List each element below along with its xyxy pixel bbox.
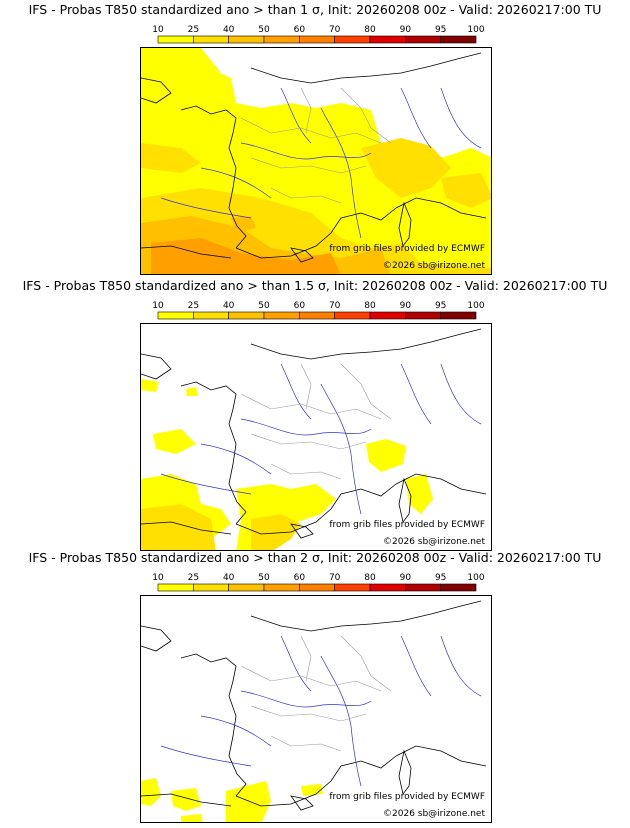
scale-tick-label: 100 [467, 25, 484, 35]
scale-tick-label: 40 [223, 301, 235, 311]
scale-tick-label: 60 [294, 25, 306, 35]
copyright-note: ©2026 sb@irizone.net [383, 261, 485, 271]
scale-tick-label: 90 [400, 573, 412, 583]
scale-swatch [263, 311, 300, 320]
color-scale-bar: 10 25 40 50 60 70 80 90 95 100 [152, 25, 485, 44]
scale-tick-label: 50 [258, 301, 270, 311]
scale-tick-label: 95 [435, 573, 446, 583]
scale-tick-label: 70 [329, 573, 341, 583]
probability-map: from grib files provided by ECMWF ©2026 … [140, 595, 492, 823]
scale-swatch [405, 311, 441, 320]
scale-swatch [193, 311, 229, 320]
scale-swatch [334, 35, 371, 44]
scale-tick-label: 40 [223, 573, 235, 583]
scale-swatch [440, 583, 477, 592]
scale-tick-label: 100 [467, 301, 484, 311]
map-drawing [141, 600, 487, 822]
panel-title: IFS - Probas T850 standardized ano > tha… [28, 2, 602, 17]
map-panel-3: IFS - Probas T850 standardized ano > tha… [0, 548, 630, 824]
map-drawing [141, 328, 487, 550]
scale-tick-label: 40 [223, 25, 235, 35]
data-source-note: from grib files provided by ECMWF [329, 520, 485, 530]
scale-tick-label: 90 [400, 25, 412, 35]
scale-swatch [193, 583, 229, 592]
scale-swatch [157, 35, 194, 44]
scale-swatch [440, 35, 477, 44]
scale-tick-label: 95 [435, 301, 446, 311]
scale-tick-label: 25 [188, 301, 199, 311]
scale-tick-label: 60 [294, 573, 306, 583]
scale-swatch [334, 311, 371, 320]
rivers [160, 87, 482, 239]
scale-swatch [369, 35, 406, 44]
scale-tick-label: 80 [364, 573, 376, 583]
color-scale-bar: 10 25 40 50 60 70 80 90 95 100 [152, 573, 485, 592]
probability-shading-low [141, 778, 323, 822]
probability-shading-high [141, 48, 491, 274]
scale-swatch [228, 583, 265, 592]
panel-title: IFS - Probas T850 standardized ano > tha… [22, 278, 608, 293]
scale-swatch [299, 311, 335, 320]
scale-tick-label: 25 [188, 573, 199, 583]
scale-tick-label: 10 [152, 25, 164, 35]
scale-tick-label: 10 [152, 301, 164, 311]
scale-swatch [369, 311, 406, 320]
scale-tick-label: 10 [152, 573, 164, 583]
scale-tick-label: 60 [294, 301, 306, 311]
data-source-note: from grib files provided by ECMWF [329, 792, 485, 802]
data-source-note: from grib files provided by ECMWF [329, 244, 485, 254]
scale-swatch [228, 35, 265, 44]
scale-tick-label: 100 [467, 573, 484, 583]
scale-tick-label: 50 [258, 573, 270, 583]
scale-swatch [157, 583, 194, 592]
map-panel-1: IFS - Probas T850 standardized ano > tha… [0, 0, 630, 276]
color-scale-bar: 10 25 40 50 60 70 80 90 95 100 [152, 301, 485, 320]
scale-tick-label: 25 [188, 25, 199, 35]
scale-swatch [193, 35, 229, 44]
scale-tick-label: 70 [329, 25, 341, 35]
coastlines [141, 600, 487, 811]
borders [240, 363, 392, 480]
scale-tick-label: 80 [364, 301, 376, 311]
borders [240, 635, 392, 752]
coastlines [141, 52, 487, 263]
scale-swatch [263, 583, 300, 592]
scale-tick-label: 95 [435, 25, 446, 35]
copyright-note: ©2026 sb@irizone.net [383, 537, 485, 547]
scale-swatch [299, 35, 335, 44]
rivers [160, 635, 482, 787]
copyright-note: ©2026 sb@irizone.net [383, 809, 485, 819]
scale-swatch [405, 583, 441, 592]
probability-map: from grib files provided by ECMWF ©2026 … [140, 323, 492, 551]
panel-title: IFS - Probas T850 standardized ano > tha… [28, 550, 602, 565]
coastlines [141, 328, 487, 539]
scale-swatch [157, 311, 194, 320]
scale-swatch [405, 35, 441, 44]
map-panel-2: IFS - Probas T850 standardized ano > tha… [0, 276, 630, 552]
scale-tick-label: 80 [364, 25, 376, 35]
borders [240, 87, 392, 204]
scale-tick-label: 90 [400, 301, 412, 311]
scale-swatch [440, 311, 477, 320]
probability-map: from grib files provided by ECMWF ©2026 … [140, 47, 492, 275]
scale-swatch [299, 583, 335, 592]
scale-tick-label: 50 [258, 25, 270, 35]
scale-tick-label: 70 [329, 301, 341, 311]
scale-swatch [334, 583, 371, 592]
scale-swatch [369, 583, 406, 592]
scale-swatch [263, 35, 300, 44]
map-drawing [141, 48, 491, 274]
rivers [160, 363, 482, 515]
scale-swatch [228, 311, 265, 320]
